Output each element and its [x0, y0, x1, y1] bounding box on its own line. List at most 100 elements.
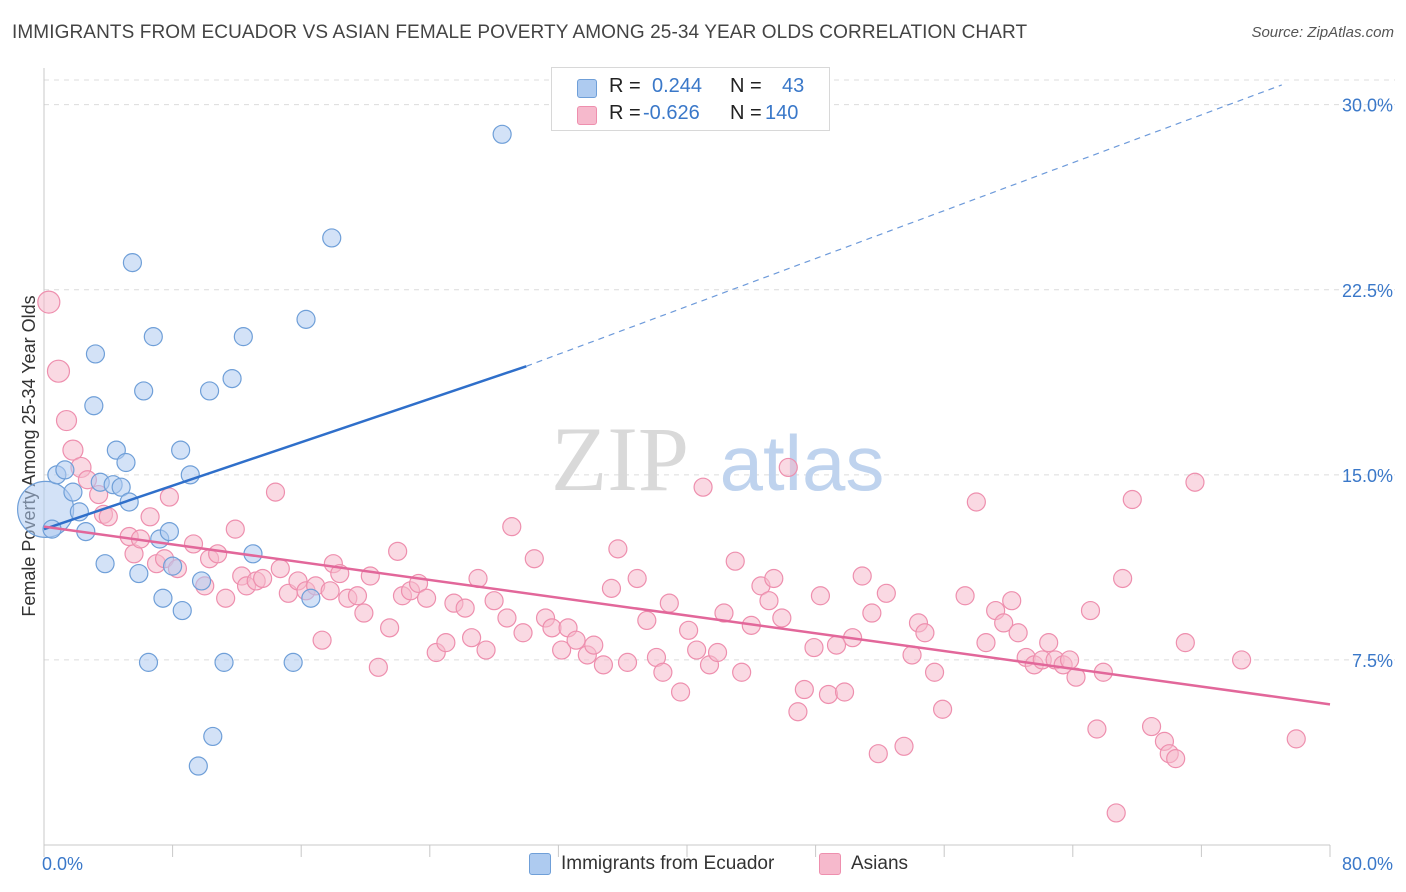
data-point-asians [707, 642, 728, 663]
data-point-ecuador [134, 381, 154, 401]
data-point-asians [1141, 716, 1162, 737]
data-point-asians [725, 551, 745, 571]
legend-n-label: N = [730, 75, 762, 97]
trend-lines [43, 84, 1331, 706]
bottom-legend-swatch-ecuador [529, 853, 551, 875]
data-point-asians [388, 541, 408, 561]
data-point-asians [1113, 568, 1133, 589]
data-point-asians [354, 603, 374, 623]
watermark: ZIP atlas [551, 408, 884, 510]
data-point-asians [794, 679, 814, 700]
legend-r-value: -0.626 [643, 102, 700, 124]
data-point-asians [693, 477, 713, 497]
data-point-ecuador [233, 327, 253, 347]
data-point-ecuador [122, 253, 143, 273]
data-point-asians [216, 588, 236, 608]
data-point-asians [347, 586, 368, 606]
bottom-legend-label-ecuador: Immigrants from Ecuador [561, 853, 775, 874]
data-point-ecuador [222, 368, 242, 389]
bottom-legend-ecuador: Immigrants from Ecuador [529, 852, 799, 878]
data-point-ecuador [95, 554, 115, 574]
data-point-asians [502, 517, 522, 537]
data-point-ecuador [191, 571, 212, 591]
watermark-zip: ZIP [551, 408, 689, 510]
data-point-asians [764, 568, 784, 589]
data-point-ecuador [153, 588, 173, 608]
data-point-asians [37, 290, 61, 314]
data-point-asians [862, 603, 882, 623]
data-point-ecuador [199, 381, 220, 401]
data-point-ecuador [171, 440, 191, 460]
data-point-ecuador [116, 452, 136, 473]
data-point-asians [810, 586, 831, 606]
y-tick-label: 22.5% [1342, 281, 1393, 301]
data-point-asians [778, 457, 798, 478]
data-point-ecuador [296, 309, 316, 329]
data-point-asians [265, 482, 286, 502]
series-asians [37, 290, 1306, 823]
data-point-asians [436, 633, 456, 653]
data-point-asians [876, 583, 896, 603]
axes [43, 68, 1331, 857]
data-point-asians [852, 566, 872, 586]
data-point-ecuador [85, 344, 106, 364]
data-point-asians [552, 640, 572, 660]
data-point-asians [1087, 719, 1107, 739]
data-point-asians [368, 657, 388, 677]
data-point-ecuador [143, 327, 163, 347]
legend-swatch-ecuador [577, 79, 597, 98]
x-tick-labels: 0.0% 80.0% [42, 854, 1393, 874]
data-point-asians [714, 603, 734, 623]
legend-r-label: R = [609, 75, 641, 97]
data-point-asians [955, 586, 975, 606]
data-point-asians [320, 581, 340, 601]
data-point-asians [542, 618, 562, 638]
chart-title: IMMIGRANTS FROM ECUADOR VS ASIAN FEMALE … [12, 22, 1028, 43]
data-point-asians [584, 635, 604, 655]
data-point-asians [732, 662, 752, 682]
y-axis-label: Female Poverty Among 25-34 Year Olds [19, 295, 39, 616]
data-point-ecuador [203, 726, 223, 747]
data-point-asians [159, 487, 179, 507]
correlation-legend: R = 0.244 N = 43 R = -0.626 N = 140 [551, 67, 830, 131]
data-point-asians [62, 439, 84, 461]
data-point-asians [1286, 729, 1306, 749]
data-point-asians [484, 591, 504, 611]
legend-n-value: 43 [782, 75, 805, 97]
data-point-asians [932, 699, 953, 719]
data-point-ecuador [163, 556, 183, 576]
data-point-asians [659, 593, 679, 613]
data-point-ecuador [119, 492, 139, 512]
data-point-ecuador [214, 652, 234, 672]
data-point-ecuador [63, 482, 83, 502]
trend-line-asians [43, 525, 1331, 706]
data-point-ecuador [55, 460, 75, 480]
data-point-asians [593, 655, 614, 675]
data-point-asians [834, 682, 855, 702]
data-point-asians [1002, 591, 1022, 611]
legend-n-value: 140 [765, 102, 799, 124]
data-point-asians [455, 598, 475, 618]
data-point-ecuador [84, 396, 104, 416]
data-point-asians [1106, 803, 1126, 823]
data-point-asians [868, 744, 888, 764]
legend-r-label: R = [609, 102, 641, 124]
data-point-asians [566, 630, 586, 650]
data-point-asians [225, 519, 245, 539]
data-point-ecuador [492, 124, 512, 144]
data-point-asians [513, 623, 533, 643]
data-point-asians [924, 662, 945, 682]
data-point-asians [608, 539, 628, 559]
bottom-legend-label-asians: Asians [851, 853, 909, 874]
legend-r-value: 0.244 [652, 75, 703, 97]
data-point-asians [183, 534, 204, 554]
data-point-asians [637, 610, 657, 631]
data-point-asians [617, 652, 638, 672]
legend-row-asians: R = -0.626 N = 140 [552, 101, 829, 127]
legend-row-ecuador: R = 0.244 N = 43 [552, 74, 829, 100]
data-point-asians [1059, 650, 1080, 670]
data-point-ecuador [159, 521, 179, 542]
data-point-asians [270, 559, 290, 579]
data-point-asians [994, 613, 1014, 633]
y-tick-labels: 7.5% 15.0% 22.5% 30.0% [1342, 96, 1393, 671]
